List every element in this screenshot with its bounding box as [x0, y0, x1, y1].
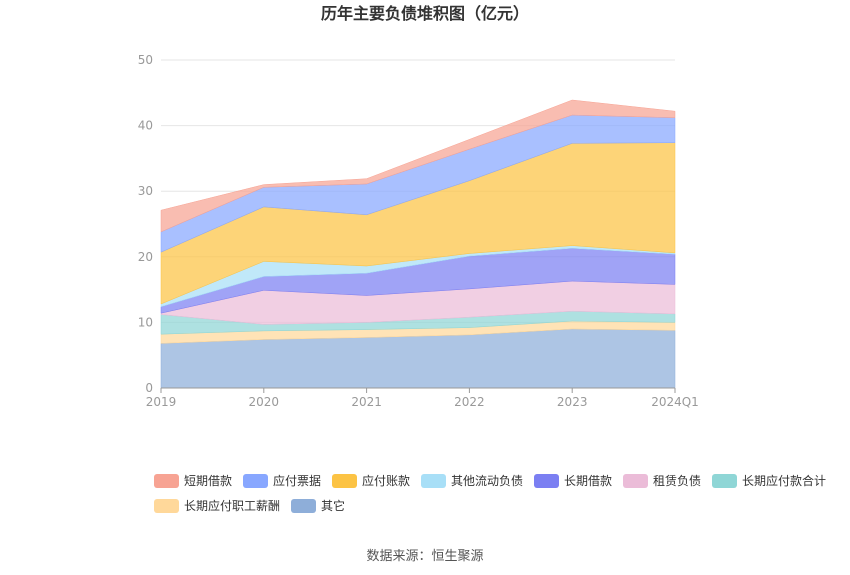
legend-swatch	[623, 474, 648, 488]
legend-swatch	[154, 474, 179, 488]
legend-item[interactable]: 应付账款	[332, 473, 410, 488]
x-tick-label: 2019	[146, 395, 177, 409]
legend-item[interactable]: 应付票据	[243, 473, 321, 488]
legend-swatch	[534, 474, 559, 488]
legend-swatch	[291, 499, 316, 513]
axes: 0 10 20 30 40 50 2019 2020 2021 2022 2023 2024Q1	[138, 53, 699, 409]
data-source-note: 数据来源：恒生聚源	[366, 549, 484, 564]
legend-label: 长期借款	[564, 474, 612, 488]
legend-label: 长期应付职工薪酬	[184, 498, 280, 513]
legend-label: 其他流动负债	[451, 474, 523, 488]
legend-swatch	[421, 474, 446, 488]
legend-swatch	[332, 474, 357, 488]
legend-item[interactable]: 长期借款	[534, 474, 612, 488]
x-tick-label: 2021	[351, 395, 382, 409]
legend-label: 长期应付款合计	[742, 473, 826, 488]
legend-swatch	[712, 474, 737, 488]
legend[interactable]: 短期借款 应付票据 应付账款 其他流动负债 长期借款 租赁负债 长期应付款合计长期应付职工薪…	[154, 473, 826, 513]
y-tick-label: 0	[145, 381, 153, 395]
legend-item[interactable]: 其他流动负债	[421, 474, 523, 488]
legend-label: 其它	[321, 498, 345, 513]
y-tick-label: 10	[138, 315, 153, 329]
legend-item[interactable]: 其它	[291, 498, 345, 513]
legend-label: 应付账款	[362, 473, 410, 488]
x-tick-label: 2024Q1	[651, 395, 699, 409]
x-tick-label: 2020	[249, 395, 280, 409]
area-series-group	[160, 99, 676, 389]
legend-item[interactable]: 长期应付职工薪酬	[154, 498, 280, 513]
x-tick-label: 2023	[557, 395, 588, 409]
legend-item[interactable]: 租赁负债	[623, 474, 701, 488]
area-series[interactable]	[160, 99, 676, 233]
y-tick-label: 30	[138, 184, 153, 198]
chart-title: 历年主要负债堆积图（亿元）	[321, 4, 529, 23]
legend-item[interactable]: 长期应付款合计	[712, 473, 826, 488]
y-tick-label: 50	[138, 53, 153, 67]
legend-item[interactable]: 短期借款	[154, 474, 232, 488]
x-tick-label: 2022	[454, 395, 485, 409]
legend-label: 短期借款	[184, 474, 232, 488]
legend-label: 应付票据	[273, 473, 321, 488]
y-tick-label: 40	[138, 119, 153, 133]
legend-swatch	[243, 474, 268, 488]
legend-label: 租赁负债	[653, 474, 701, 488]
legend-swatch	[154, 499, 179, 513]
y-tick-label: 20	[138, 250, 153, 264]
